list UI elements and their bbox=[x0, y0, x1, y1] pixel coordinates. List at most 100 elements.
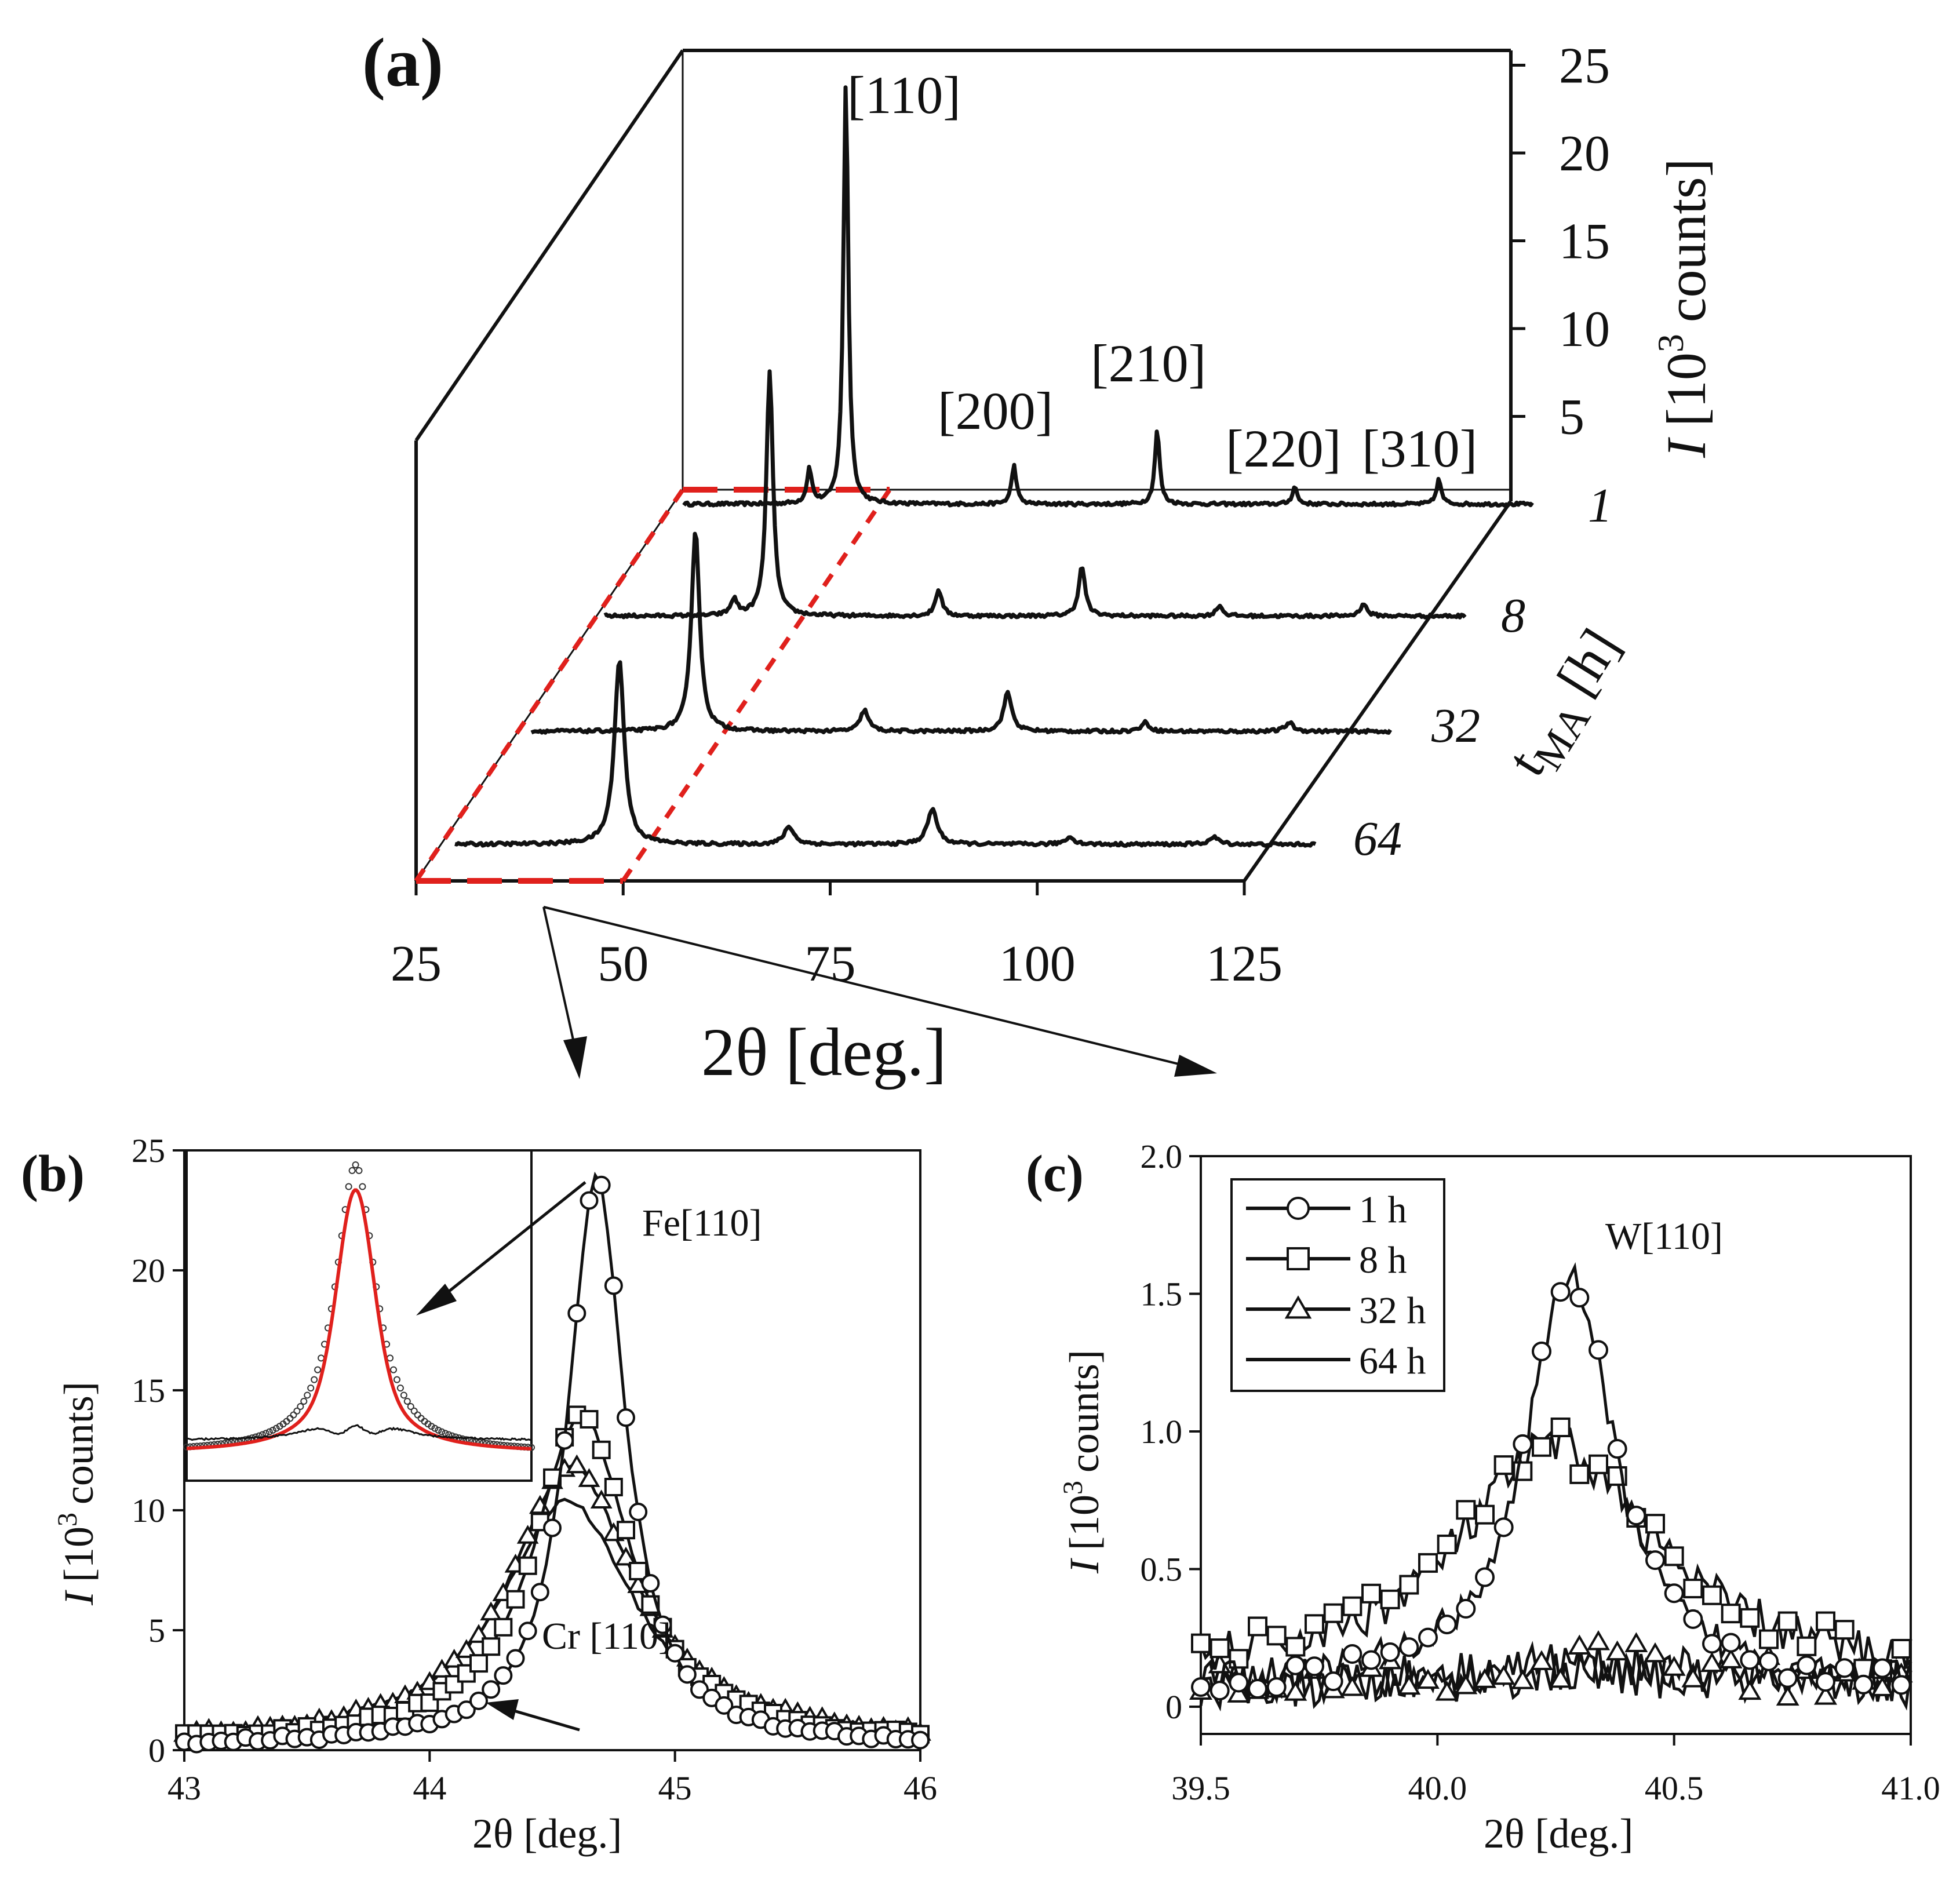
data-point bbox=[1284, 1681, 1307, 1701]
inset-data-point bbox=[300, 1397, 308, 1405]
data-point bbox=[1323, 1671, 1343, 1692]
data-point bbox=[1435, 1681, 1459, 1701]
data-point bbox=[1492, 1664, 1515, 1685]
data-point bbox=[1511, 1669, 1535, 1689]
data-point bbox=[1834, 1620, 1855, 1640]
inset-data-point bbox=[314, 1366, 322, 1373]
data-point bbox=[1550, 1417, 1571, 1437]
ylabel-superscript: 3 bbox=[1650, 334, 1691, 352]
x-tick-label: 125 bbox=[1206, 936, 1283, 992]
data-point bbox=[1399, 1575, 1419, 1595]
data-point bbox=[480, 1601, 502, 1621]
data-point bbox=[1759, 1629, 1779, 1649]
y-tick-label: 0 bbox=[148, 1732, 165, 1769]
data-point bbox=[1397, 1674, 1421, 1695]
x-tick-label: 100 bbox=[999, 936, 1076, 992]
data-point bbox=[911, 1730, 930, 1750]
data-point bbox=[1530, 1650, 1553, 1670]
x-tick-label: 43 bbox=[167, 1769, 201, 1807]
data-point bbox=[1475, 1567, 1495, 1587]
data-point bbox=[1816, 1672, 1835, 1692]
data-point bbox=[1853, 1674, 1874, 1695]
panel-b-x-axis-label: 2θ [deg.] bbox=[472, 1810, 622, 1857]
inset-data-point bbox=[407, 1402, 414, 1410]
data-point bbox=[580, 1409, 599, 1429]
data-point bbox=[1872, 1658, 1892, 1678]
data-point bbox=[1740, 1650, 1760, 1670]
data-point bbox=[1589, 1454, 1608, 1474]
data-point bbox=[1342, 1644, 1362, 1664]
b-ylabel-i: I bbox=[56, 1590, 102, 1606]
panel-c-label: (c) bbox=[1026, 1145, 1084, 1203]
data-point bbox=[1437, 1534, 1457, 1554]
data-point bbox=[665, 1644, 684, 1663]
data-point bbox=[578, 1468, 600, 1487]
data-point bbox=[1454, 1674, 1478, 1695]
data-point bbox=[469, 1654, 488, 1673]
y-tick-label: 20 bbox=[1559, 126, 1610, 182]
inset-data-point bbox=[403, 1397, 411, 1405]
arrow-head-c bbox=[1174, 1055, 1217, 1077]
c-ylabel-counts: counts] bbox=[1061, 1350, 1107, 1473]
inset-data-point bbox=[304, 1391, 311, 1399]
data-point bbox=[1777, 1611, 1798, 1631]
panel-a-highlight-region bbox=[414, 487, 892, 884]
data-point bbox=[1721, 1604, 1741, 1624]
data-point bbox=[617, 1521, 635, 1540]
panel-a-spectra bbox=[454, 85, 1534, 848]
data-point bbox=[1418, 1627, 1438, 1648]
inset-data-point bbox=[272, 1424, 280, 1432]
data-point bbox=[518, 1622, 537, 1641]
b-ylabel-units: [10 bbox=[56, 1526, 102, 1582]
data-point bbox=[677, 1665, 697, 1684]
data-point bbox=[506, 1590, 525, 1609]
data-point bbox=[567, 1304, 586, 1323]
panel-b-plot-frame bbox=[183, 1149, 921, 1751]
y-tick-label: 20 bbox=[132, 1252, 165, 1289]
data-point bbox=[1305, 1614, 1324, 1634]
legend-entries: 1 h 8 h 32 h 64 h bbox=[1246, 1189, 1426, 1382]
data-point bbox=[506, 1649, 525, 1668]
data-point bbox=[494, 1666, 513, 1685]
x-tick-label: 39.5 bbox=[1171, 1769, 1230, 1807]
series-line bbox=[184, 1464, 921, 1736]
x-tick-label: 40.5 bbox=[1645, 1769, 1704, 1807]
data-point bbox=[1719, 1648, 1743, 1668]
data-point bbox=[1361, 1650, 1381, 1670]
panel-a-x-axis-label: 2θ [deg.] bbox=[701, 1014, 947, 1090]
data-point bbox=[1569, 1464, 1590, 1484]
svg-text:I[103counts]: I [103 counts] bbox=[52, 1382, 102, 1606]
data-point bbox=[1416, 1668, 1440, 1689]
data-point bbox=[431, 1659, 453, 1678]
peak-label-220: [220] bbox=[1226, 419, 1341, 478]
data-point bbox=[615, 1546, 637, 1566]
c-ylabel-units: [10 bbox=[1061, 1495, 1107, 1550]
data-point bbox=[715, 1696, 734, 1715]
data-point bbox=[1644, 1642, 1667, 1663]
data-point bbox=[1891, 1675, 1911, 1695]
data-point bbox=[1871, 1676, 1894, 1696]
data-point bbox=[641, 1573, 660, 1593]
inset-data-point bbox=[352, 1161, 359, 1168]
data-point bbox=[604, 1477, 623, 1496]
data-point bbox=[590, 1489, 613, 1509]
data-point bbox=[1834, 1658, 1855, 1678]
data-point bbox=[482, 1680, 501, 1699]
arrow-to-panel-b bbox=[542, 906, 577, 1051]
data-point bbox=[1513, 1434, 1533, 1454]
data-point bbox=[1209, 1638, 1230, 1659]
x-tick-label: 25 bbox=[391, 936, 442, 992]
w110-label: W[110] bbox=[1605, 1215, 1723, 1258]
data-point bbox=[1342, 1596, 1362, 1616]
ylabel-italic-i: I bbox=[1655, 437, 1717, 458]
data-point bbox=[555, 1431, 574, 1450]
arrow-to-panel-c bbox=[543, 906, 1189, 1067]
inset-data-point bbox=[396, 1384, 404, 1392]
panel-a-x-ticks: 25 50 75 100 125 bbox=[391, 881, 1283, 992]
spectrum-1h bbox=[682, 85, 1534, 508]
data-point bbox=[1702, 1634, 1722, 1654]
panel-c-ticks: 39.5 40.0 40.5 41.0 0 0.5 1.0 1.5 2.0 bbox=[1141, 1138, 1940, 1807]
inset-fit-curve bbox=[186, 1188, 532, 1451]
